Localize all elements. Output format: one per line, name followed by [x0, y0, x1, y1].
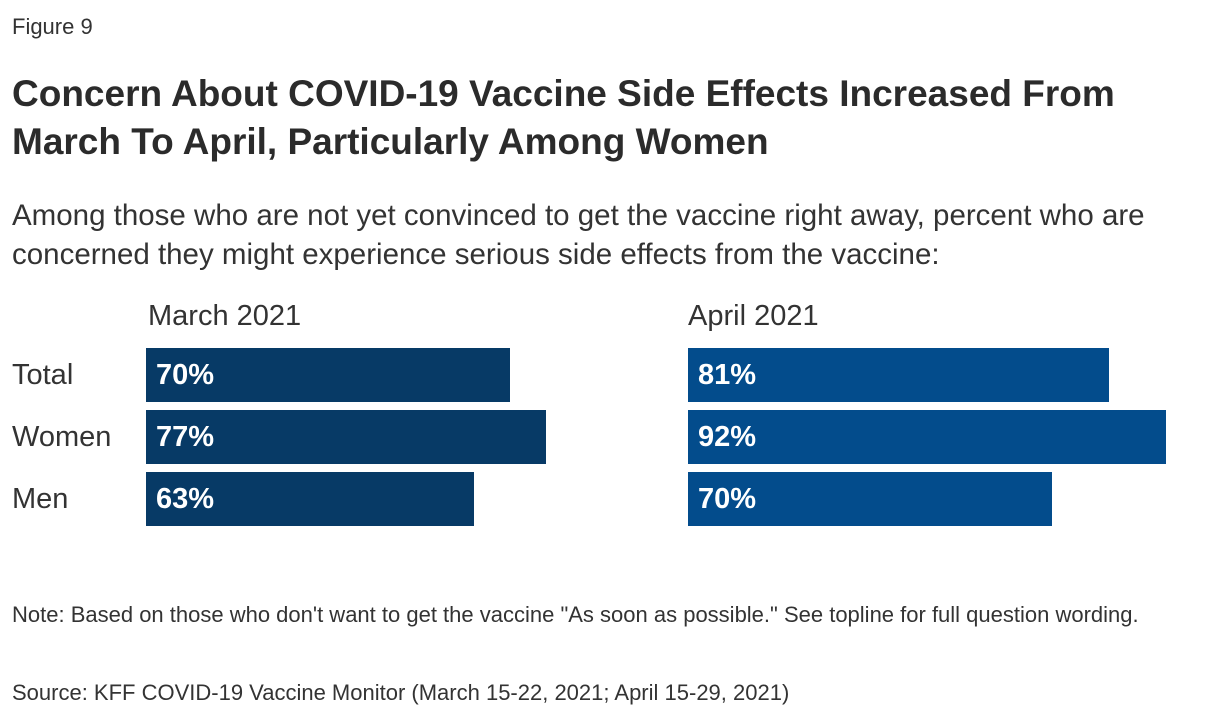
bar-march-total: 70% — [146, 348, 510, 402]
bar-label-april-men: 70% — [698, 483, 757, 515]
bar-label-march-total: 70% — [156, 359, 215, 391]
bar-march-women: 77% — [146, 410, 546, 464]
row-label-men: Men — [12, 483, 69, 515]
panel-title-april: April 2021 — [688, 300, 819, 332]
bar-april-total: 81% — [688, 348, 1109, 402]
chart-subtitle: Among those who are not yet convinced to… — [12, 199, 1145, 271]
chart-note: Note: Based on those who don't want to g… — [12, 602, 1139, 627]
row-label-women: Women — [12, 421, 112, 453]
row-label-total: Total — [12, 359, 74, 391]
bar-march-men: 63% — [146, 472, 474, 526]
panel-title-march: March 2021 — [148, 300, 302, 332]
bar-label-march-men: 63% — [156, 483, 215, 515]
chart-source: Source: KFF COVID-19 Vaccine Monitor (Ma… — [12, 680, 790, 705]
bar-label-april-women: 92% — [698, 421, 757, 453]
bar-label-march-women: 77% — [156, 421, 215, 453]
bar-april-women: 92% — [688, 410, 1166, 464]
bar-april-men: 70% — [688, 472, 1052, 526]
bar-label-april-total: 81% — [698, 359, 757, 391]
chart-title: Concern About COVID-19 Vaccine Side Effe… — [12, 73, 1115, 162]
figure-label: Figure 9 — [12, 14, 93, 39]
